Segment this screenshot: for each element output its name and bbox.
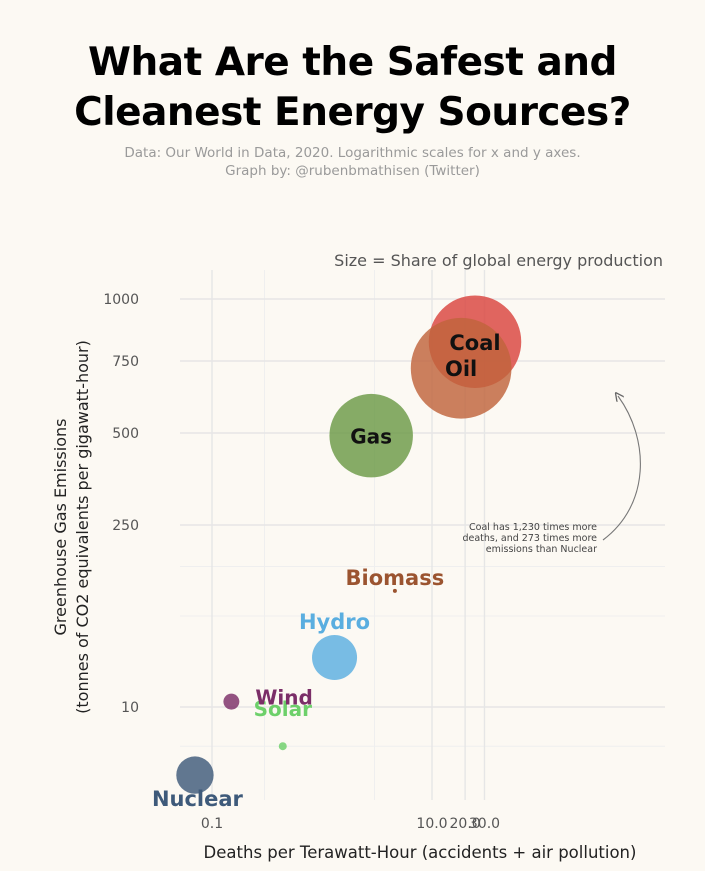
annotation-line: emissions than Nuclear — [486, 544, 597, 555]
bubble-hydro — [312, 634, 358, 681]
x-tick-label: 10.0 — [416, 816, 447, 832]
x-tick-label: 0.1 — [201, 816, 223, 832]
size-legend-note: Size = Share of global energy production — [334, 251, 663, 270]
y-tick-label: 750 — [112, 354, 139, 370]
bubble-label-oil: Oil — [445, 357, 477, 381]
annotation-line: Coal has 1,230 times more — [469, 522, 597, 533]
y-tick-label: 250 — [112, 518, 139, 534]
y-axis-label-line-1: Greenhouse Gas Emissions — [51, 419, 70, 636]
bubble-label-coal: Coal — [449, 331, 500, 355]
bubble-label-nuclear: Nuclear — [152, 787, 244, 811]
annotation-arrow — [602, 396, 641, 541]
bubble-oil — [410, 317, 512, 419]
x-tick-label: 20.0 — [450, 816, 481, 832]
title-line-2: Cleanest Energy Sources? — [74, 90, 631, 135]
annotation-line: deaths, and 273 times more — [462, 533, 597, 544]
y-tick-label: 10 — [121, 700, 139, 716]
bubble-label-hydro: Hydro — [299, 610, 370, 634]
title-line-1: What Are the Safest and — [88, 40, 617, 85]
x-tick-label: 30.0 — [469, 816, 500, 832]
bubble-gas — [329, 393, 413, 478]
chart-title: What Are the Safest and Cleanest Energy … — [0, 38, 705, 138]
y-axis-label-line-2: (tonnes of CO2 equivalents per gigawatt-… — [73, 340, 92, 714]
x-axis-label: Deaths per Terawatt-Hour (accidents + ai… — [204, 843, 637, 862]
axis-ticks: 0.1 10.0 20.030.0 10 250 500 750 1000 — [103, 292, 500, 832]
subtitle-line-2: Graph by: @rubenbmathisen (Twitter) — [225, 163, 480, 179]
bubble-label-solar: Solar — [254, 697, 312, 721]
bubble-nuclear — [176, 756, 214, 794]
bubbles — [176, 295, 522, 794]
bubble-wind — [223, 693, 240, 710]
bubble-label-wind: Wind — [255, 686, 312, 710]
y-tick-label: 1000 — [103, 292, 139, 308]
bubble-label-gas: Gas — [350, 425, 392, 449]
bubble-label-biomass: Biomass — [346, 566, 445, 590]
subtitle-line-1: Data: Our World in Data, 2020. Logarithm… — [124, 145, 581, 161]
y-tick-label: 500 — [112, 426, 139, 442]
bubble-solar — [278, 742, 287, 751]
bubble-biomass — [392, 588, 397, 593]
chart-subtitle: Data: Our World in Data, 2020. Logarithm… — [0, 144, 705, 180]
y-axis-label: Greenhouse Gas Emissions (tonnes of CO2 … — [51, 340, 92, 714]
